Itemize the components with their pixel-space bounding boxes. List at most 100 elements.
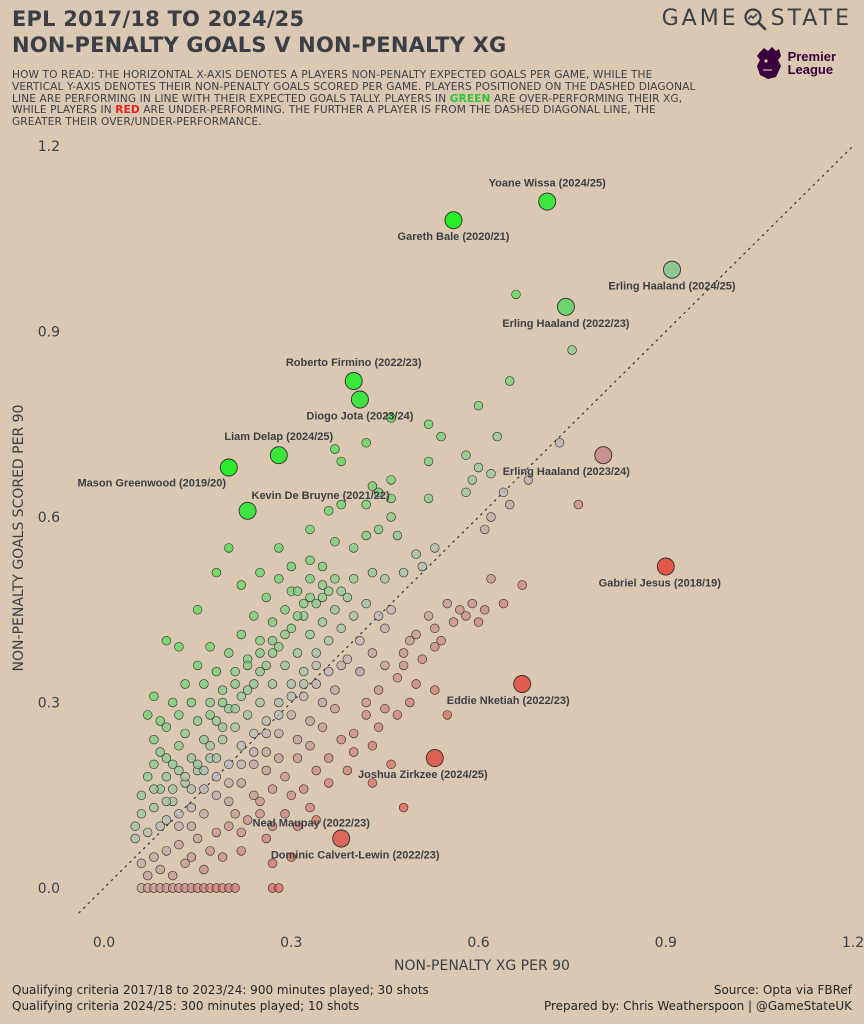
data-point [292, 753, 303, 763]
data-point [554, 438, 565, 448]
data-point [242, 815, 253, 825]
highlighted-point [425, 749, 444, 768]
highlighted-point [556, 297, 575, 316]
data-point [205, 710, 215, 720]
data-point [136, 809, 147, 819]
point-label: Erling Haaland (2022/23) [502, 318, 629, 330]
data-point [324, 586, 334, 596]
data-point [211, 771, 222, 782]
data-points [130, 289, 584, 893]
x-tick-label: 0.9 [655, 935, 677, 951]
data-point [217, 685, 228, 695]
data-point [267, 648, 278, 658]
data-point [161, 722, 172, 732]
data-point [305, 592, 315, 603]
data-point [174, 741, 184, 751]
data-point [286, 679, 296, 689]
title-line-1: EPL 2017/18 TO 2024/25 [12, 7, 305, 31]
highlighted-points [219, 192, 681, 848]
data-point [361, 438, 371, 448]
data-point [405, 697, 415, 708]
data-point [211, 716, 222, 726]
brand-right: STATE [770, 6, 852, 31]
highlighted-point [269, 446, 288, 465]
data-point [261, 660, 271, 671]
data-point [461, 450, 471, 460]
data-point [317, 697, 328, 708]
data-point [205, 741, 215, 751]
footer-criteria: Qualifying criteria 2017/18 to 2023/24: … [12, 982, 429, 1014]
data-point [467, 475, 477, 485]
data-point [174, 765, 184, 776]
data-point [286, 710, 296, 720]
green-word: green [449, 92, 491, 105]
y-tick-label: 0.3 [38, 696, 60, 712]
data-point [168, 697, 178, 708]
source-line: Source: Opta via FBRef [713, 983, 852, 997]
data-point [505, 376, 515, 386]
magnifier-icon [744, 7, 766, 30]
data-point [236, 629, 247, 640]
point-label: Liam Delap (2024/25) [224, 431, 333, 443]
criteria-line-1: Qualifying criteria 2017/18 to 2023/24: … [12, 983, 429, 997]
data-point [180, 728, 190, 739]
highlighted-point [656, 557, 675, 576]
data-point [417, 561, 427, 572]
data-point [217, 697, 228, 708]
data-point [168, 870, 178, 881]
point-label: Gabriel Jesus (2018/19) [599, 578, 722, 590]
data-point [498, 487, 509, 497]
data-point [224, 796, 234, 807]
data-point [149, 802, 159, 813]
data-point [286, 852, 296, 862]
footer-credits: Source: Opta via FBRef Prepared by: Chri… [544, 982, 852, 1014]
data-point [311, 598, 321, 609]
data-point [324, 635, 334, 646]
data-point [511, 289, 521, 300]
data-point [486, 469, 496, 479]
data-point [267, 821, 278, 831]
point-label: Gareth Bale (2020/21) [398, 231, 510, 243]
data-point [305, 741, 315, 751]
data-point [311, 815, 321, 825]
data-point [174, 809, 184, 819]
data-point [224, 821, 234, 831]
data-point [299, 691, 309, 701]
data-point [149, 734, 159, 745]
data-point [217, 852, 228, 862]
data-point [261, 592, 271, 603]
data-point [236, 741, 247, 751]
data-point [155, 747, 165, 757]
data-point [386, 493, 396, 504]
data-point [305, 629, 315, 640]
data-point [286, 790, 296, 800]
data-point [292, 821, 303, 831]
data-point [467, 598, 477, 609]
data-point [236, 778, 247, 788]
x-tick-label: 0.0 [93, 935, 115, 951]
x-tick-label: 0.6 [467, 935, 489, 951]
data-point [498, 598, 509, 609]
data-point [199, 809, 209, 819]
data-point [155, 821, 165, 831]
data-point [211, 790, 222, 800]
data-point [380, 623, 390, 633]
data-point [398, 648, 409, 658]
highlighted-point [344, 372, 363, 390]
data-point [367, 778, 378, 788]
data-point [199, 734, 209, 745]
data-point [505, 499, 515, 510]
data-point [473, 617, 484, 627]
data-point [317, 592, 328, 603]
data-point [161, 815, 172, 825]
highlighted-point [538, 192, 557, 211]
data-point [230, 703, 240, 714]
highlighted-point [332, 829, 351, 848]
data-point [324, 778, 334, 788]
data-point [299, 598, 309, 609]
data-point [311, 765, 321, 776]
data-point [261, 833, 271, 844]
game-state-logo: GAME STATE [662, 6, 852, 31]
data-point [436, 431, 446, 442]
data-point [367, 741, 378, 751]
